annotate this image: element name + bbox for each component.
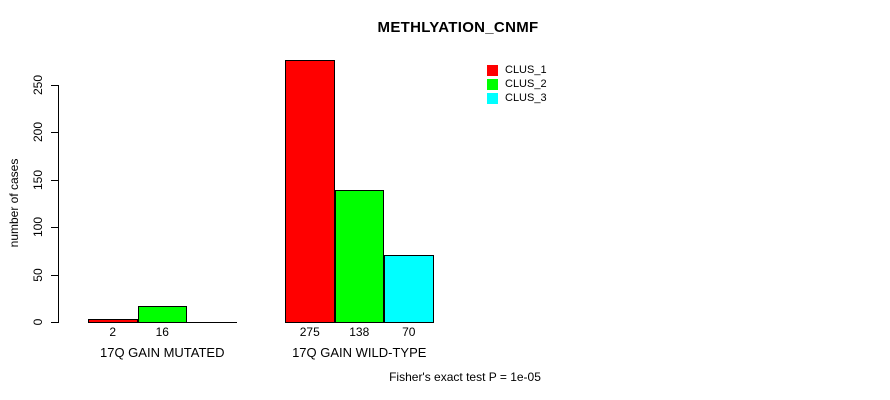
legend-item: CLUS_1 bbox=[487, 64, 547, 77]
bar-value-label: 70 bbox=[402, 325, 416, 339]
y-tick-label: 150 bbox=[31, 169, 45, 190]
y-tick-label: 250 bbox=[31, 74, 45, 96]
bar-value-label: 138 bbox=[349, 325, 370, 339]
y-axis-title: number of cases bbox=[7, 158, 21, 248]
bar-value-label: 2 bbox=[109, 325, 117, 339]
annotation-fisher-test: Fisher's exact test P = 1e-05 bbox=[389, 370, 541, 384]
bar-value-label: 16 bbox=[155, 325, 169, 339]
bar-clus_3 bbox=[384, 255, 434, 323]
bar-clus_1 bbox=[88, 319, 138, 323]
legend-label: CLUS_2 bbox=[505, 78, 547, 90]
chart-title: METHLYATION_CNMF bbox=[377, 19, 539, 36]
y-tick bbox=[51, 85, 58, 86]
y-tick bbox=[51, 132, 58, 134]
y-tick bbox=[51, 274, 58, 276]
legend-swatch-clus_2 bbox=[487, 79, 498, 90]
x-category-label: 17Q GAIN MUTATED bbox=[100, 345, 225, 360]
legend-label: CLUS_1 bbox=[505, 64, 547, 76]
y-tick-label: 200 bbox=[31, 122, 45, 143]
y-tick bbox=[51, 179, 58, 181]
bar-clus_2 bbox=[137, 306, 187, 323]
legend-label: CLUS_3 bbox=[505, 92, 547, 104]
y-tick-label: 50 bbox=[31, 267, 45, 282]
legend-item: CLUS_2 bbox=[487, 78, 547, 91]
y-tick-label: 0 bbox=[31, 318, 45, 326]
legend-swatch-clus_3 bbox=[487, 93, 498, 104]
y-tick-label: 100 bbox=[31, 217, 45, 238]
y-axis bbox=[58, 85, 59, 323]
legend-swatch-clus_1 bbox=[487, 65, 498, 76]
y-tick bbox=[51, 227, 58, 229]
legend-item: CLUS_3 bbox=[487, 92, 547, 105]
bar-value-label: 275 bbox=[299, 325, 320, 339]
bar-clus_1 bbox=[285, 60, 335, 323]
bar-clus_2 bbox=[334, 190, 384, 323]
y-tick bbox=[51, 322, 58, 323]
x-category-label: 17Q GAIN WILD-TYPE bbox=[292, 345, 427, 360]
